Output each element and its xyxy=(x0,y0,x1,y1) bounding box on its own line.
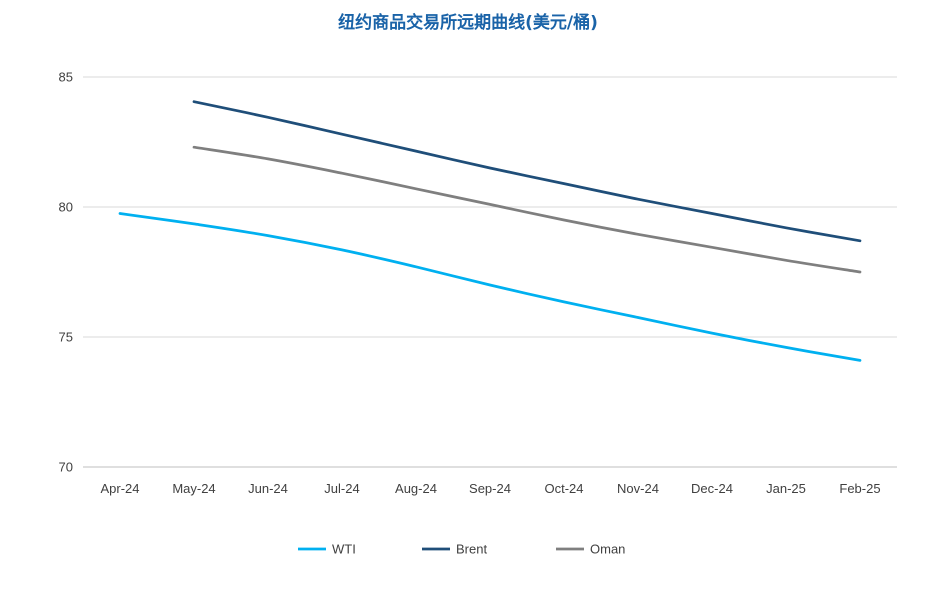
x-tick-label: Jul-24 xyxy=(324,481,359,496)
series-lines xyxy=(118,100,862,362)
y-tick-label: 70 xyxy=(59,460,73,475)
y-tick-label: 85 xyxy=(59,70,73,85)
series-line-oman xyxy=(192,145,862,274)
x-tick-label: Nov-24 xyxy=(617,481,659,496)
x-tick-label: Dec-24 xyxy=(691,481,733,496)
series-line-wti xyxy=(118,212,862,362)
x-tick-label: Jan-25 xyxy=(766,481,806,496)
x-tick-label: Jun-24 xyxy=(248,481,288,496)
legend-item-brent: Brent xyxy=(422,542,487,557)
x-tick-label: Apr-24 xyxy=(100,481,139,496)
legend-item-oman: Oman xyxy=(556,542,625,557)
x-tick-label: Aug-24 xyxy=(395,481,437,496)
x-tick-label: May-24 xyxy=(172,481,215,496)
legend-label: WTI xyxy=(332,542,356,557)
gridlines xyxy=(83,76,897,338)
chart-title: 纽约商品交易所远期曲线(美元/桶) xyxy=(338,12,598,33)
x-tick-label: Sep-24 xyxy=(469,481,511,496)
legend-item-wti: WTI xyxy=(298,542,356,557)
y-tick-label: 75 xyxy=(59,330,73,345)
x-tick-label: Oct-24 xyxy=(544,481,583,496)
series-line-brent xyxy=(192,100,862,243)
legend: WTI Brent Oman xyxy=(298,542,625,557)
y-tick-label: 80 xyxy=(59,200,73,215)
x-tick-label: Feb-25 xyxy=(839,481,880,496)
axes: 70 75 80 85 Apr-24 May-24 Jun-24 Jul-24 Aug-24 Se… xyxy=(59,70,897,496)
legend-label: Oman xyxy=(590,542,625,557)
legend-label: Brent xyxy=(456,542,487,557)
